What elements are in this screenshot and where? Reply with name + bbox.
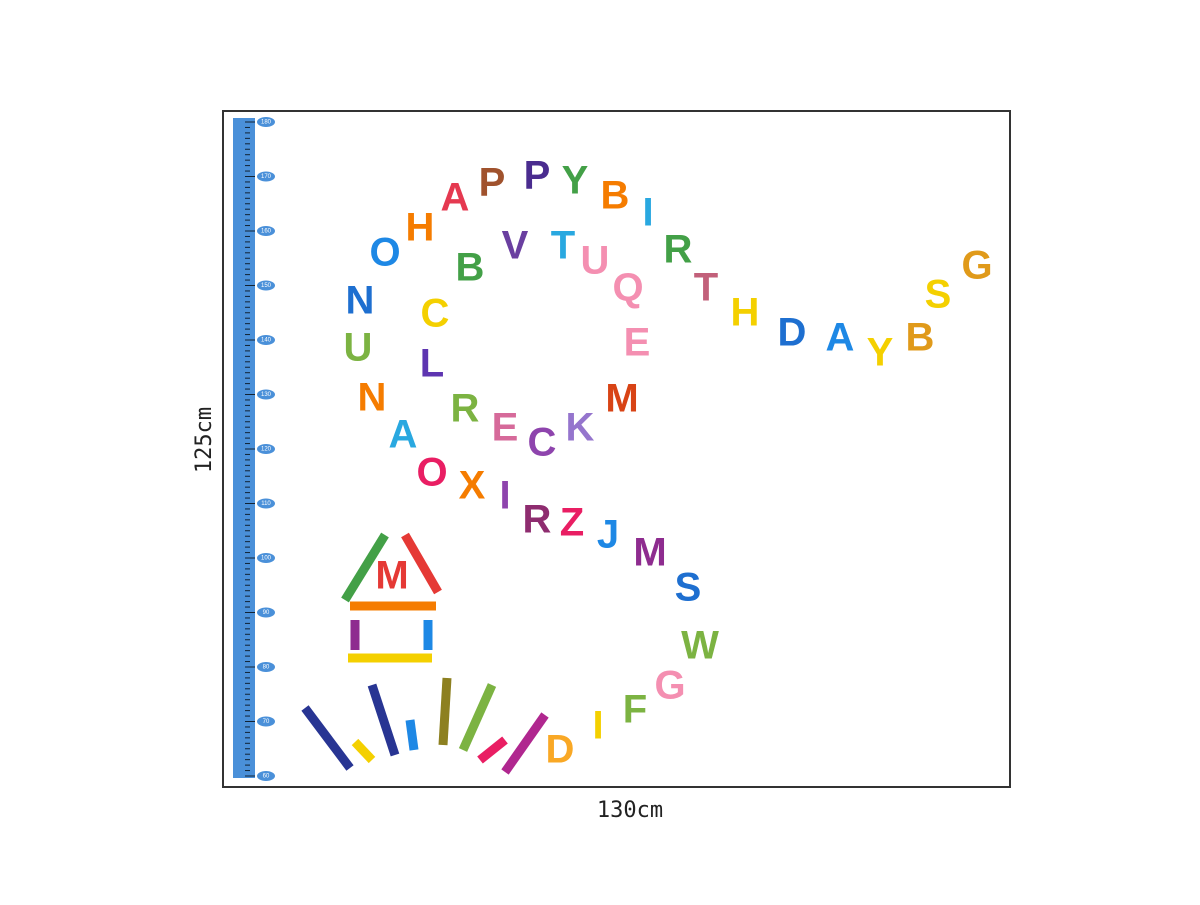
ruler-label-badge [257,335,275,345]
ruler-label: 110 [261,501,271,507]
letter: H [406,206,435,250]
letter: Y [867,331,894,375]
frame [222,110,1011,788]
letter: N [346,279,375,323]
ruler-label: 140 [261,338,272,344]
letter: F [623,688,647,732]
ruler-label: 90 [263,610,270,616]
width-label: 130cm [597,798,663,823]
letter: Q [612,266,643,310]
letter: N [358,376,387,420]
letter: H [731,291,760,335]
ruler-label-badge [257,607,275,618]
letter: I [642,191,653,235]
letter: Z [560,501,584,545]
letter: G [961,244,992,288]
ruler-label-badge [257,117,275,127]
letter: V [502,224,529,268]
letter: A [389,413,418,457]
ruler-label: 100 [261,556,272,562]
letter: T [551,224,575,268]
letter: W [681,624,719,668]
ruler-label: 120 [261,447,272,453]
letter: C [421,292,450,336]
letter: M [375,554,408,598]
letter: D [778,311,807,355]
letter: A [441,176,470,220]
ruler-label-badge [257,226,275,236]
letter: S [675,566,702,610]
letter: B [601,174,630,218]
letter: U [344,326,373,370]
ruler [233,118,255,778]
letter: K [566,406,595,450]
letter: I [499,474,510,518]
ruler-label: 70 [263,719,270,725]
ruler-label: 80 [263,665,270,671]
ruler-label: 160 [261,229,272,235]
letter: M [605,377,638,421]
letter: C [528,421,557,465]
letter: S [925,273,952,317]
letter: P [524,154,551,198]
height-label: 125cm [192,407,217,473]
letter: O [369,231,400,275]
ruler-label-badge [257,389,275,400]
ruler-label-badge [257,444,275,454]
letter: E [492,406,519,450]
letter: L [420,342,444,386]
letter: O [416,451,447,495]
letter: P [479,161,506,205]
pencils [301,532,549,775]
ruler-label-badge [257,716,275,727]
ruler-label-badge [257,771,275,781]
ruler-label-badge [257,662,275,672]
ruler-label-badge [257,553,275,563]
ruler-label: 180 [261,120,272,126]
letter: M [633,531,666,575]
letter: D [546,728,575,772]
ruler-label: 60 [263,774,270,780]
letter: I [592,704,603,748]
letter: B [456,246,485,290]
letter: E [624,321,651,365]
ruler-label: 150 [261,283,272,289]
ruler-label-badge [257,280,275,291]
letter: G [654,664,685,708]
letter: R [451,387,480,431]
letter: R [664,228,693,272]
letter: A [826,316,855,360]
ruler-label: 170 [261,174,272,180]
ruler-label-badge [257,171,275,182]
letter: X [459,464,486,508]
letter: J [597,513,619,557]
ruler-label: 130 [261,392,272,398]
letter: B [906,316,935,360]
ruler-label-badge [257,498,275,509]
letter: U [581,239,610,283]
letter: T [694,266,718,310]
letter: R [523,498,552,542]
letter: Y [562,159,589,203]
